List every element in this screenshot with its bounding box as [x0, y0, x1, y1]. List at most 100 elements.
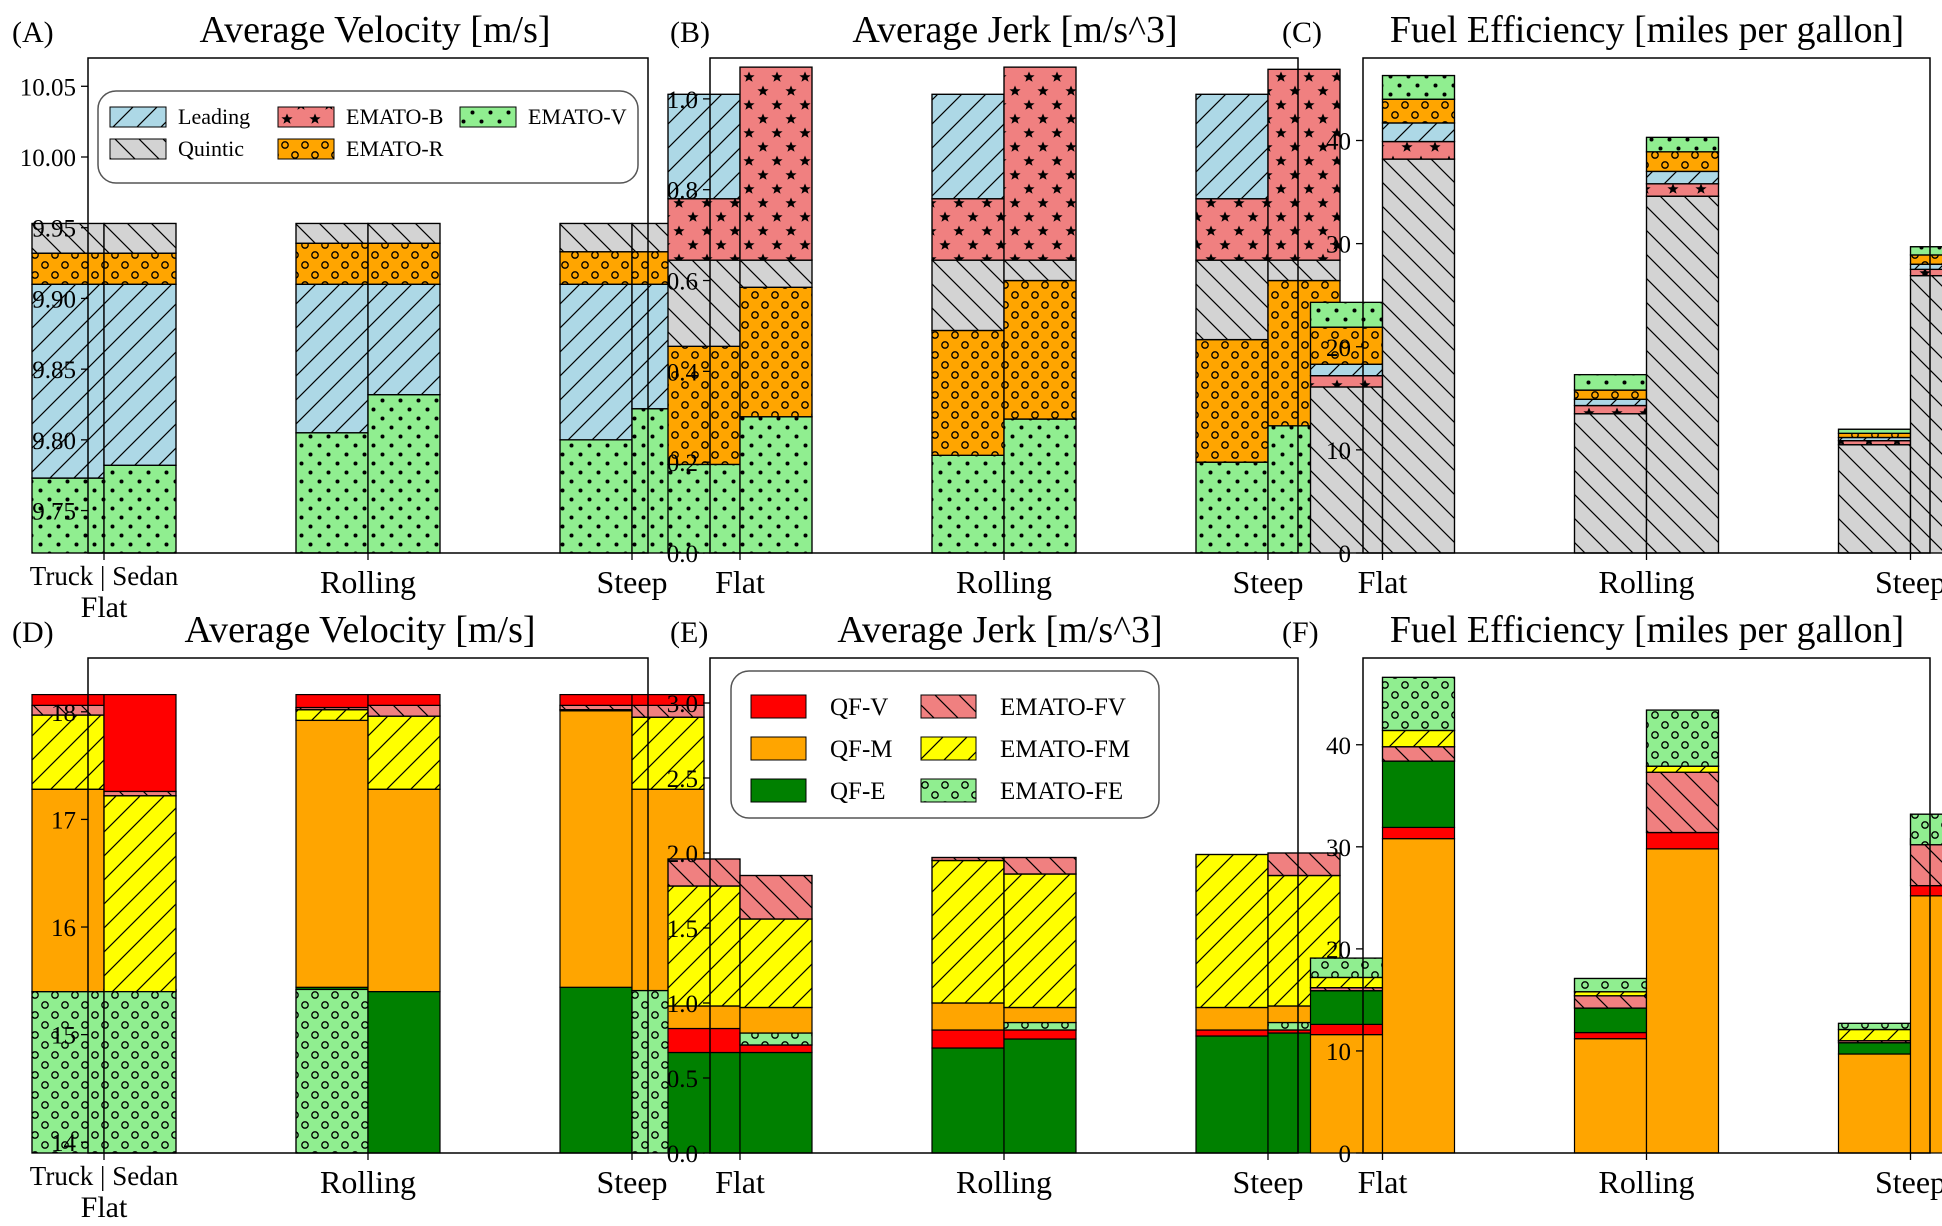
bar-hatch-efm [1003, 873, 1077, 1009]
legend-label-quin: Quintic [178, 136, 244, 161]
bar-segment-qfv [1309, 1023, 1384, 1036]
bar-hatch-emv [739, 416, 813, 554]
bar-hatch-quin [295, 222, 369, 244]
bar-hatch-efe [103, 988, 177, 1154]
bar-segment-qfm [31, 788, 105, 993]
x-tick-label: Flat [1358, 1164, 1408, 1200]
bar-hatch-emv [931, 454, 1005, 554]
bar-hatch-lead [1309, 363, 1384, 377]
bar-hatch-quin [1909, 274, 1942, 554]
bar-hatch-emr [367, 242, 441, 285]
bar-segment-qfv [667, 1027, 741, 1054]
bar-hatch-emb [1837, 439, 1912, 446]
bar-segment-qfm [295, 719, 369, 988]
x-tick-sublabel: Flat [81, 591, 128, 624]
bar-segment-qfm [931, 1002, 1005, 1031]
bar-hatch-emb [931, 198, 1005, 261]
x-tick-label: Steep [1875, 1164, 1942, 1200]
y-tick-label: 20 [1326, 335, 1351, 362]
bar-segment-qfm [1381, 838, 1456, 1154]
bar-hatch-efe [1837, 1022, 1912, 1031]
bar-hatch-efm [1195, 853, 1269, 1009]
x-tick-label: Steep [596, 1164, 667, 1200]
bar-hatch-emb [1195, 198, 1269, 261]
bar-hatch-lead [931, 93, 1005, 200]
x-tick-label: Steep [1232, 564, 1303, 600]
bar-segment-qfm [1309, 1034, 1384, 1154]
legend-label-efm: EMATO-FM [1000, 736, 1130, 763]
bar-hatch-efm [1267, 874, 1341, 1007]
chart-panel: (A) Average Velocity [m/s] 9.75 9.80 9.85 9.9… [12, 9, 705, 624]
bar-hatch-efe [739, 1032, 813, 1046]
bar-hatch-emb [1645, 183, 1720, 197]
bar-hatch-emv [295, 432, 369, 554]
bar-hatch-emv [1003, 418, 1077, 554]
legend-swatch-qfv [750, 694, 807, 719]
bar-segment-qfe [1003, 1038, 1077, 1154]
bar-hatch-efm [667, 885, 741, 1007]
bar-hatch-efe [1381, 676, 1456, 732]
panel-label: (F) [1282, 616, 1319, 649]
y-tick-label: 10 [1326, 1039, 1351, 1066]
y-tick-label: 30 [1326, 232, 1351, 259]
bar-hatch-emv [367, 394, 441, 554]
bar-hatch-emv [1195, 461, 1269, 554]
legend-label-emr: EMATO-R [346, 136, 444, 161]
y-tick-label: 9.75 [32, 499, 76, 526]
y-tick-label: 30 [1326, 835, 1351, 862]
x-tick-label: Rolling [1598, 564, 1694, 600]
y-tick-label: 1.0 [667, 991, 698, 1018]
bar-segment-qfv [103, 693, 177, 793]
x-tick-label: Rolling [956, 1164, 1052, 1200]
bar-hatch-emr [667, 345, 741, 466]
bar-hatch-efm [367, 715, 441, 790]
bar-hatch-quin [1381, 158, 1456, 554]
bar-segment-qfe [931, 1047, 1005, 1154]
legend: QF-V QF-M QF-E EMATO-FV EMATO-FM EMATO-FE [730, 670, 1160, 819]
bar-hatch-emr [1195, 338, 1269, 463]
legend-swatch-hatch-emb [277, 106, 335, 128]
bar-segment-qfm [1645, 848, 1720, 1154]
y-tick-label: 16 [51, 915, 76, 942]
bar-segment-qfm [1837, 1053, 1912, 1154]
chart-title: Fuel Efficiency [miles per gallon] [1390, 9, 1904, 51]
bar-hatch-quin [1003, 259, 1077, 282]
chart-title: Average Velocity [m/s] [184, 609, 535, 651]
bar-hatch-emb [1267, 68, 1341, 261]
legend: Leading Quintic EMATO-B EMATO-R EMATO-V [97, 90, 639, 184]
legend-label-emv: EMATO-V [528, 104, 627, 129]
bar-hatch-efv [1381, 746, 1456, 762]
panel-label: (D) [12, 616, 54, 649]
bar-hatch-emr [1573, 389, 1648, 400]
bar-segment-qfm [1003, 1006, 1077, 1024]
legend-swatch-hatch-quin [109, 138, 167, 160]
bar-segment-qfv [1909, 884, 1942, 897]
bar-hatch-emr [103, 252, 177, 285]
y-tick-label: 0.4 [667, 359, 699, 386]
bar-hatch-efm [1381, 729, 1456, 748]
bar-hatch-emb [739, 66, 813, 261]
bar-hatch-lead [1645, 170, 1720, 185]
y-tick-label: 0 [1339, 1141, 1352, 1168]
chart-panel: (E) Average Jerk [m/s^3] 0.0 0.5 1.0 1.5 2.0 2.… [667, 609, 1341, 1200]
legend-label-lead: Leading [178, 104, 250, 129]
bar-hatch-quin [1267, 259, 1341, 282]
y-tick-label: 18 [51, 700, 76, 727]
bar-hatch-efm [295, 709, 369, 722]
y-tick-label: 10.05 [20, 74, 76, 101]
y-tick-label: 0.0 [667, 541, 698, 568]
bar-hatch-quin [559, 222, 633, 253]
y-tick-label: 2.5 [667, 766, 698, 793]
chart-title: Fuel Efficiency [miles per gallon] [1390, 609, 1904, 651]
bar-segment-qfv [1645, 831, 1720, 850]
bar-hatch-emr [559, 251, 633, 285]
x-tick-label: Steep [1875, 564, 1942, 600]
bar-hatch-quin [367, 222, 441, 244]
bar-hatch-efv [667, 858, 741, 887]
bar-hatch-lead [1573, 398, 1648, 407]
bar-hatch-emr [1645, 151, 1720, 173]
chart-panel: (B) Average Jerk [m/s^3] 0.0 0.2 0.4 0.6 0.8 1.… [667, 9, 1341, 600]
bar-segment-qfe [1573, 1007, 1648, 1034]
legend-swatch-hatch-emr [277, 138, 335, 160]
